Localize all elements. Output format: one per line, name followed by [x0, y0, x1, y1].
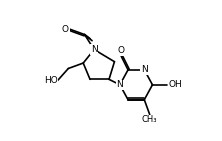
Text: O: O — [62, 25, 69, 34]
Text: N: N — [91, 45, 97, 54]
Text: CH₃: CH₃ — [142, 115, 157, 124]
Text: N: N — [117, 80, 123, 89]
Text: N: N — [141, 65, 148, 74]
Text: HO: HO — [44, 76, 57, 85]
Text: O: O — [118, 46, 125, 55]
Text: OH: OH — [169, 80, 182, 89]
